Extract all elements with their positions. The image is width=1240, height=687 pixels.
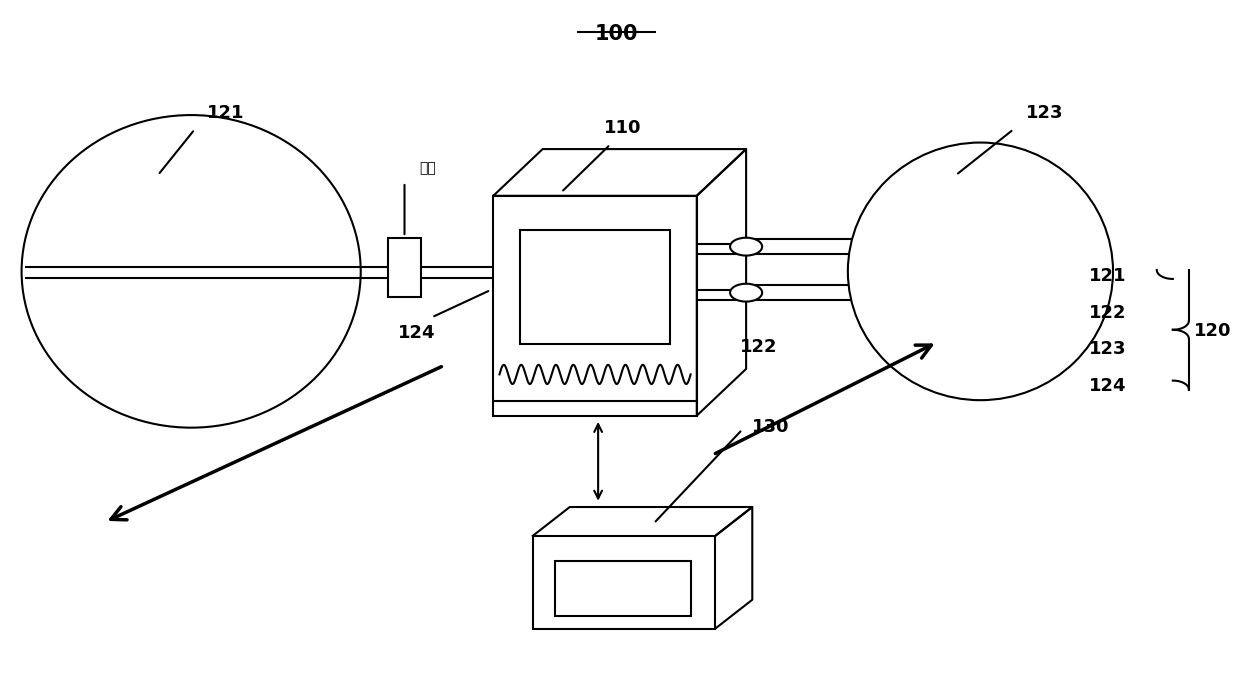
Text: 110: 110	[604, 120, 641, 137]
Bar	[533, 536, 715, 629]
Circle shape	[730, 284, 763, 302]
Text: 120: 120	[1194, 322, 1231, 340]
Text: 130: 130	[753, 418, 790, 436]
Text: 123: 123	[1089, 340, 1126, 358]
Text: 122: 122	[1089, 304, 1126, 322]
Text: 121: 121	[1089, 267, 1126, 285]
Bar	[746, 285, 888, 300]
Text: 100: 100	[595, 24, 639, 44]
Bar	[494, 196, 697, 416]
Text: 阀门: 阀门	[419, 161, 436, 175]
Bar	[388, 238, 420, 297]
Circle shape	[730, 238, 763, 256]
Text: 124: 124	[398, 324, 435, 342]
Ellipse shape	[848, 143, 1114, 400]
Text: 124: 124	[1089, 377, 1126, 395]
Text: 123: 123	[1025, 104, 1064, 122]
Bar	[746, 239, 888, 254]
Bar	[521, 230, 670, 344]
Ellipse shape	[21, 115, 361, 427]
Bar	[68, 264, 210, 282]
Text: 121: 121	[207, 104, 244, 122]
Text: 122: 122	[740, 338, 777, 356]
Bar	[556, 561, 691, 616]
